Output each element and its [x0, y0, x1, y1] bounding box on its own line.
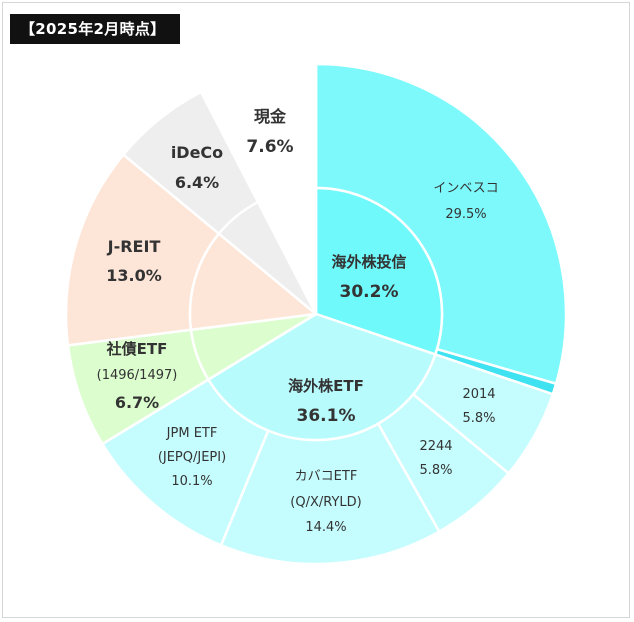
- label-jreit-name: J-REIT: [107, 237, 161, 256]
- label-invesco-name: インベスコ: [433, 181, 498, 196]
- label-covered-call-value: 14.4%: [305, 520, 346, 535]
- label-etf2014-name: 2014: [462, 387, 495, 402]
- label-bond-etf-value: 6.7%: [115, 393, 159, 412]
- label-inner-etf-value: 36.1%: [297, 406, 356, 426]
- label-cash-name: 現金: [254, 107, 287, 126]
- label-cash-value: 7.6%: [246, 137, 293, 157]
- label-covered-call-name: カバコETF: [295, 469, 358, 484]
- chart-title: 【2025年2月時点】: [10, 14, 180, 44]
- label-etf2014-value: 5.8%: [462, 411, 495, 426]
- label-inner-fund-name: 海外株投信: [331, 253, 406, 271]
- inner-segment-0: [314, 186, 444, 357]
- label-inner-fund-value: 30.2%: [340, 282, 399, 302]
- label-jpm-sub: (JEPQ/JEPI): [158, 450, 226, 465]
- inner-ring: [188, 186, 444, 442]
- label-etf2244-name: 2244: [419, 439, 452, 454]
- label-inner-etf-name: 海外株ETF: [288, 377, 364, 395]
- label-etf2244-value: 5.8%: [419, 463, 452, 478]
- label-jpm-value: 10.1%: [171, 474, 212, 489]
- inner-segment-5: [256, 186, 318, 315]
- label-covered-call-sub: (Q/X/RYLD): [290, 495, 361, 510]
- label-invesco-value: 29.5%: [445, 207, 486, 222]
- label-jpm-name: JPM ETF: [166, 426, 218, 441]
- label-ideco-value: 6.4%: [175, 173, 219, 192]
- inner-segment-3: [188, 231, 320, 332]
- label-ideco-name: iDeCo: [171, 143, 223, 162]
- outer-ring: [64, 62, 568, 566]
- label-bond-etf-sub: (1496/1497): [97, 368, 178, 383]
- label-bond-etf-name: 社債ETF: [106, 340, 168, 358]
- label-jreit-value: 13.0%: [106, 266, 162, 285]
